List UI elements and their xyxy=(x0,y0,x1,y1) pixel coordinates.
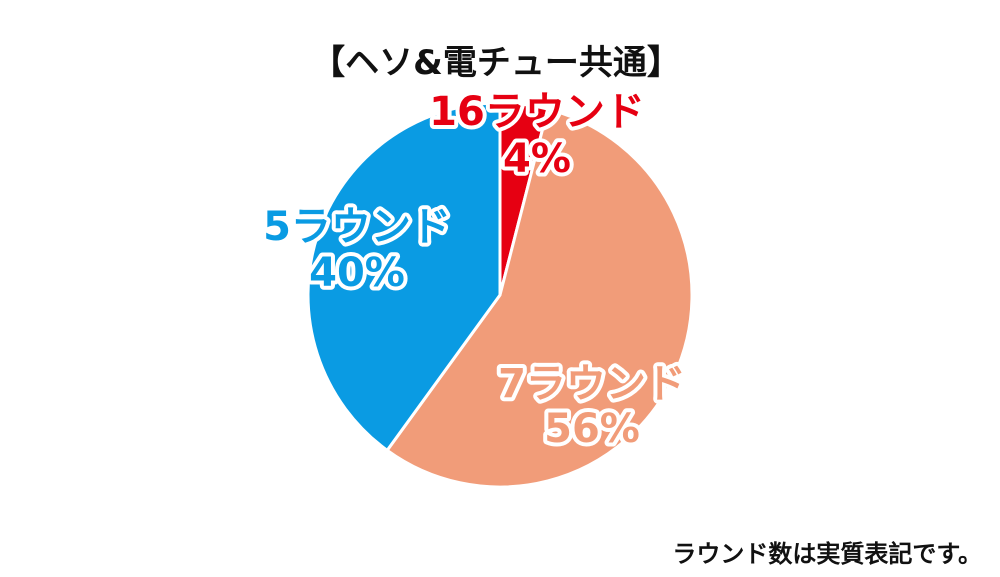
pie-slice-2 xyxy=(385,107,694,489)
footnote: ラウンド数は実質表記です。 xyxy=(672,540,982,568)
slice-value-label-1: 4% xyxy=(503,136,571,182)
slice-label-2: 7ラウンド xyxy=(498,361,686,407)
chart-title: 【ヘソ&電チュー共通】 xyxy=(311,43,681,83)
pie-slice-3 xyxy=(306,101,502,452)
slice-label-1: 16ラウンド xyxy=(429,89,645,135)
slice-value-label-2: 56% xyxy=(544,406,640,452)
slice-label-3: 5ラウンド xyxy=(263,204,451,250)
pie-slices xyxy=(306,101,694,489)
slice-value-label-3: 40% xyxy=(309,250,405,296)
